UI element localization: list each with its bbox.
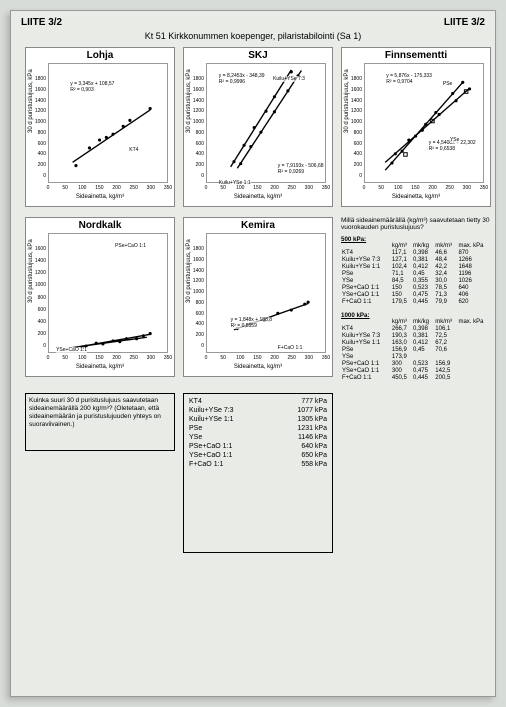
question-box: Kuinka suuri 30 d puristuslujuus saavute… [25,393,175,451]
table-1000kpa: 1000 kPa:kg/m³mk/kgmk/m³max. kPaKT4266,7… [341,312,491,382]
answer-box: KT4777 kPaKuilu+YSe 7:31077 kPaKuilu+YSe… [183,393,333,553]
chart-lohja: Lohja 30 d puristuslujuus, kPa 020040060… [25,47,175,207]
table-question: Millä sideainemäärällä (kg/m³) saavuteta… [341,217,491,232]
page: LIITE 3/2 LIITE 3/2 Kt 51 Kirkkonummen k… [10,10,496,697]
chart-finn: Finnsementti 30 d puristuslujuus, kPa 02… [341,47,491,207]
chart-nord: Nordkalk 30 d puristuslujuus, kPa 020040… [25,217,175,377]
table-500kpa: 500 kPa:kg/m³mk/kgmk/m³max. kPaKT4117,10… [341,236,491,306]
chart-skj: SKJ 30 d puristuslujuus, kPa 02004006008… [183,47,333,207]
data-tables: Millä sideainemäärällä (kg/m³) saavuteta… [341,217,491,382]
header-left: LIITE 3/2 [21,17,62,28]
page-subtitle: Kt 51 Kirkkonummen koepenger, pilaristab… [11,31,495,41]
chart-kemira: Kemira 30 d puristuslujuus, kPa 02004006… [183,217,333,377]
header-right: LIITE 3/2 [444,17,485,28]
